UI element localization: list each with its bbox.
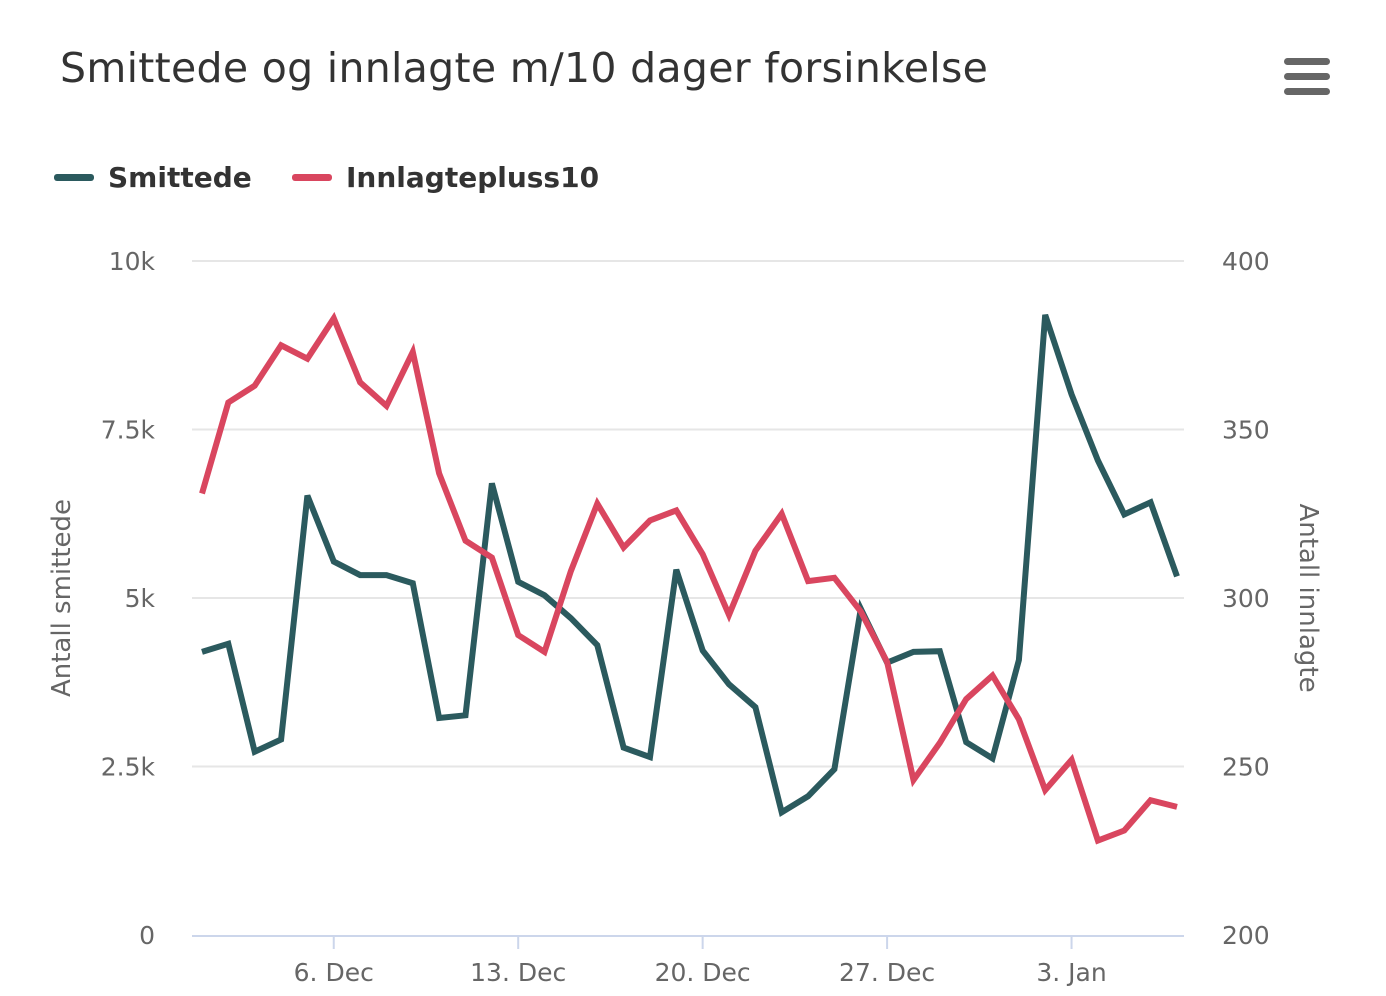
- legend-label-smittede: Smittede: [108, 161, 252, 194]
- x-tick-label: 20. Dec: [655, 958, 751, 987]
- hamburger-menu-icon[interactable]: [1284, 58, 1330, 96]
- series-line-innlagtepluss10: [199, 311, 1178, 845]
- y-left-tick-label: 5k: [125, 584, 156, 613]
- y-right-tick-label: 250: [1222, 753, 1270, 782]
- x-tick-label: 6. Dec: [294, 958, 374, 987]
- y-right-tick-label: 300: [1222, 584, 1270, 613]
- series-line-smittede: [201, 313, 1180, 817]
- y-left-tick-label: 0: [139, 921, 155, 950]
- y-right-tick-label: 400: [1222, 247, 1270, 276]
- y-right-tick-label: 350: [1222, 416, 1270, 445]
- chart-title: Smittede og innlagte m/10 dager forsinke…: [60, 44, 989, 92]
- series-group: [199, 311, 1180, 845]
- x-tick-label: 3. Jan: [1036, 958, 1106, 987]
- y-right-tick-label: 200: [1222, 921, 1270, 950]
- y-left-tick-label: 2.5k: [101, 753, 156, 782]
- x-tick-label: 27. Dec: [839, 958, 935, 987]
- y-axis-right-title: Antall innlagte: [1293, 503, 1323, 692]
- y-axis-left-title: Antall smittede: [47, 499, 77, 697]
- x-axis: 6. Dec 13. Dec 20. Dec 27. Dec 3. Jan: [192, 935, 1184, 987]
- y-left-tick-label: 10k: [109, 247, 156, 276]
- x-tick-label: 13. Dec: [470, 958, 566, 987]
- y-axis-left: 0 2.5k 5k 7.5k 10k: [101, 247, 156, 950]
- legend-swatch-smittede: [54, 174, 94, 181]
- y-axis-right: 200 250 300 350 400: [1222, 247, 1270, 950]
- legend-swatch-innlagte: [292, 174, 332, 181]
- y-left-tick-label: 7.5k: [101, 416, 156, 445]
- legend-label-innlagte: Innlagtepluss10: [346, 161, 600, 194]
